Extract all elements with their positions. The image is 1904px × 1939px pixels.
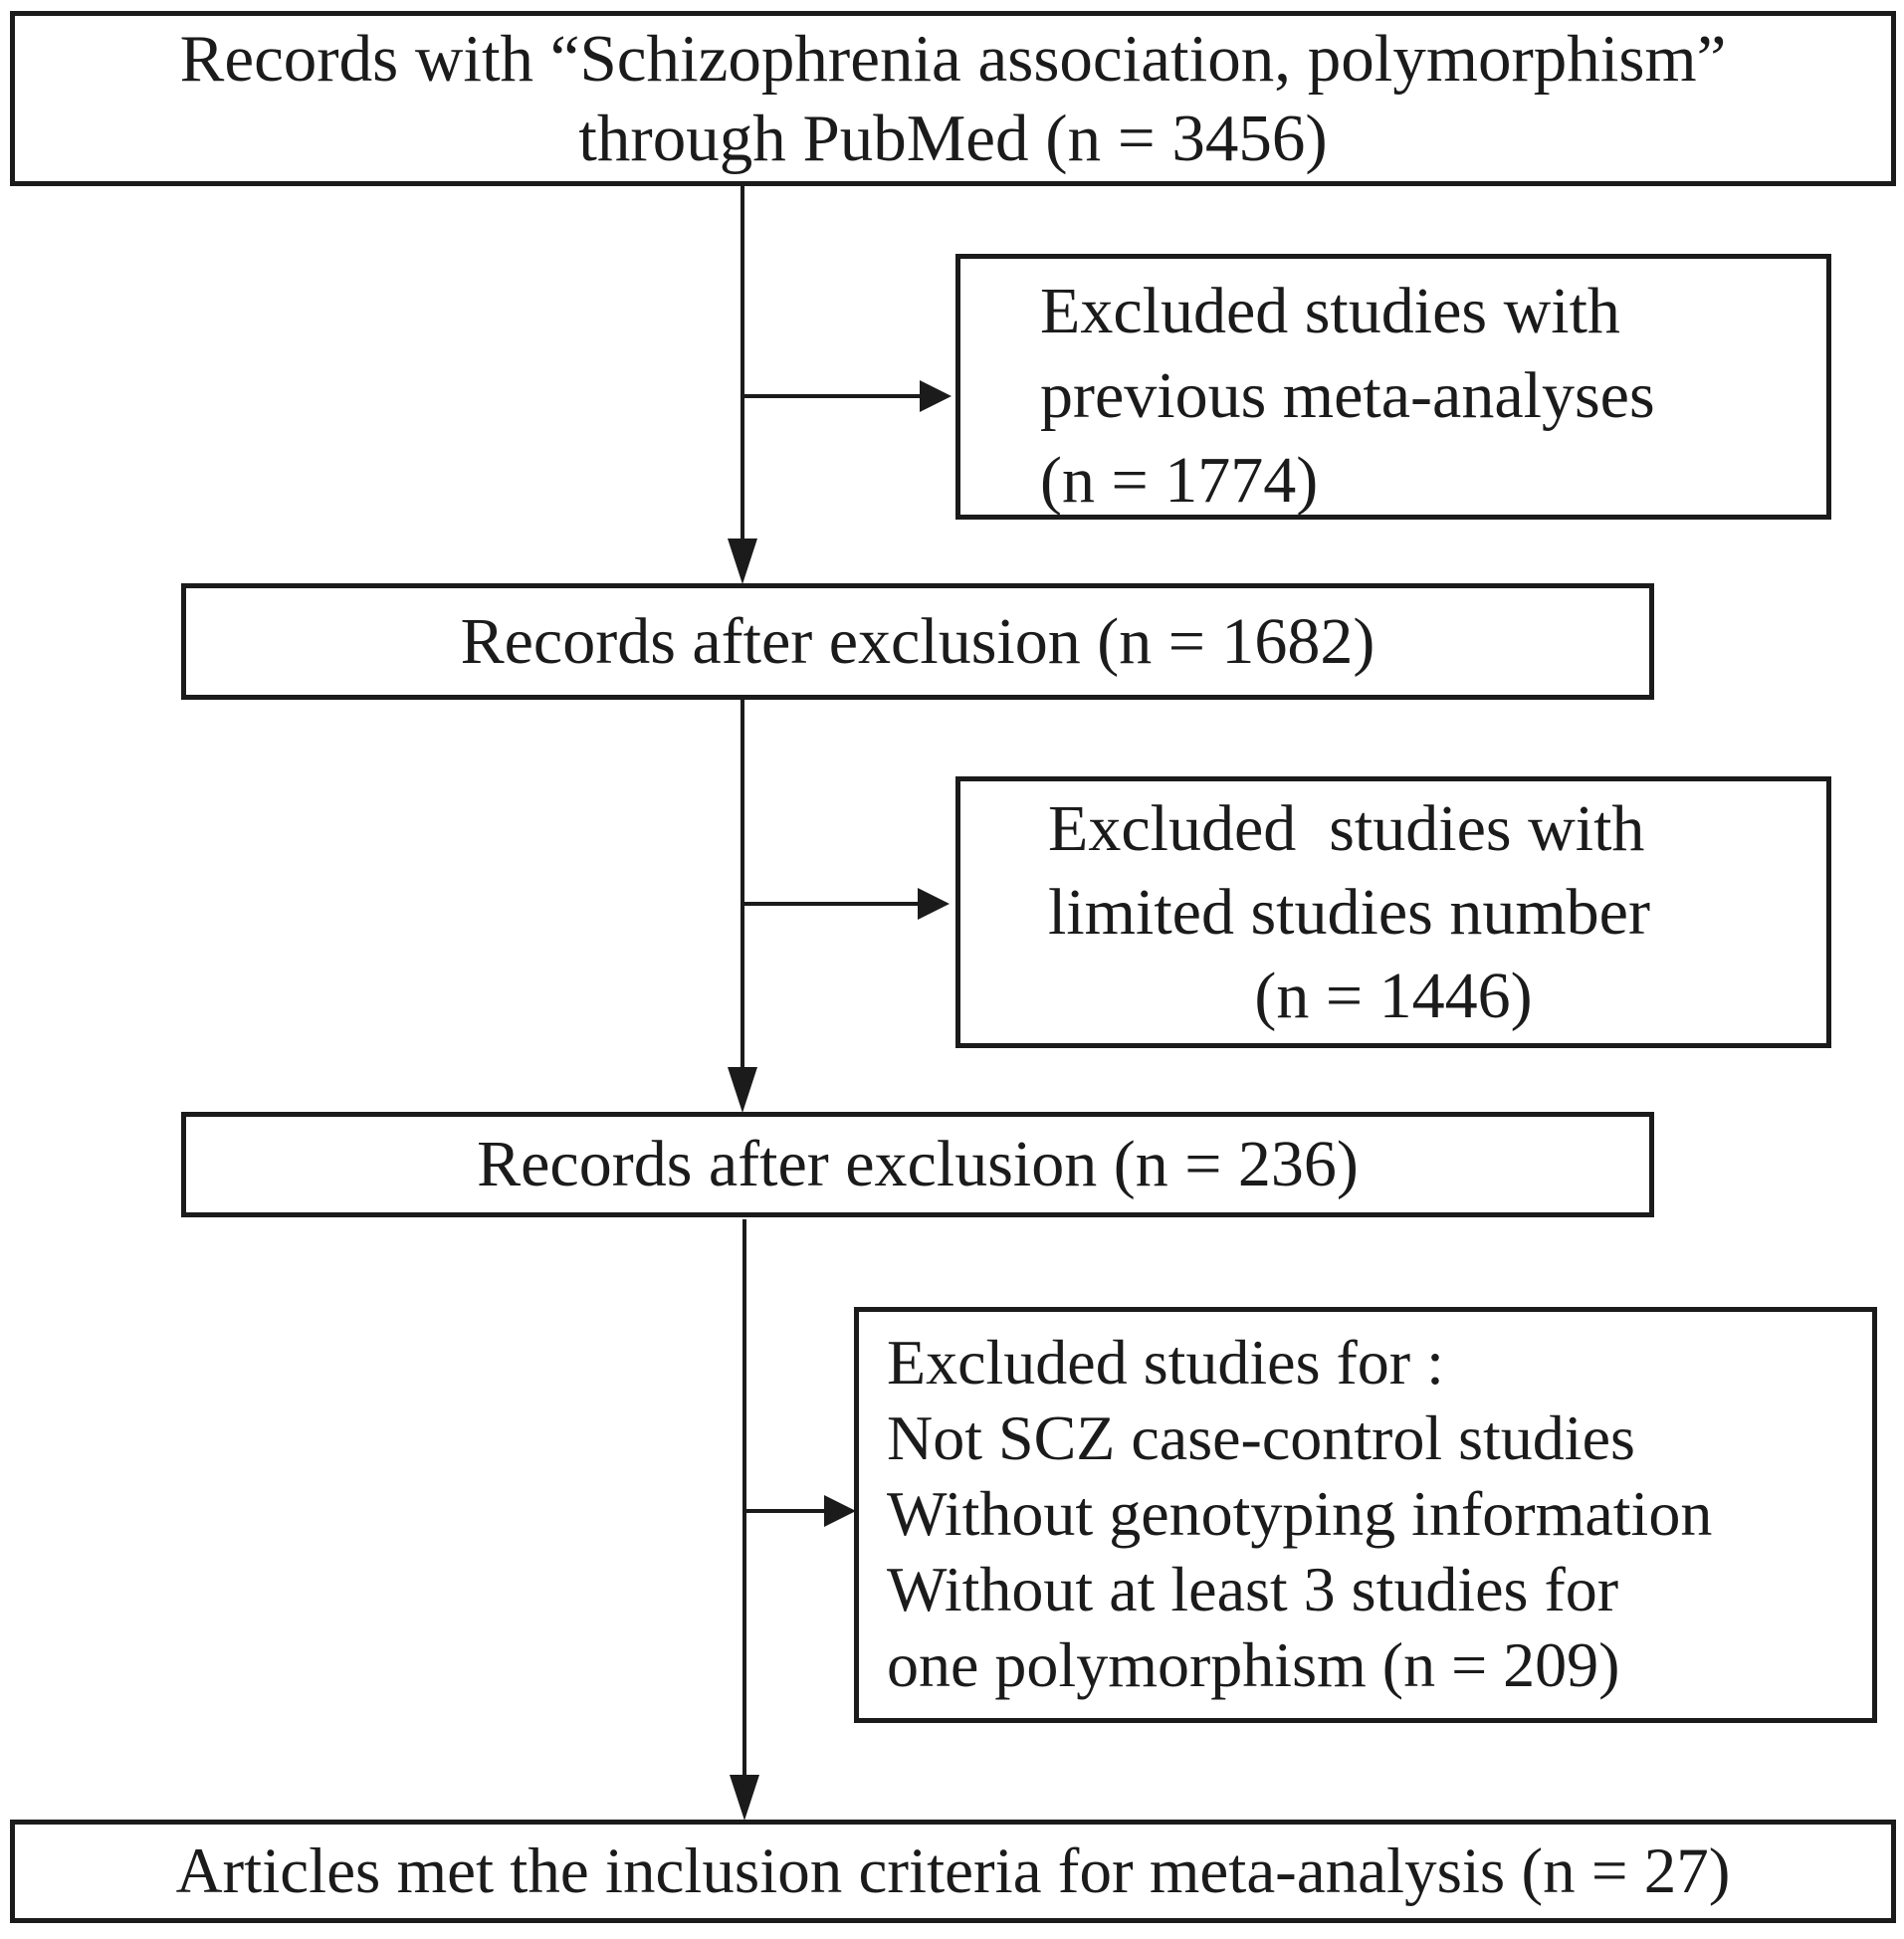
records-after-exclusion-2-text: Records after exclusion (n = 236) [477, 1128, 1359, 1200]
excluded-limited-studies-box: Excluded studies with limited studies nu… [955, 776, 1831, 1048]
pubmed-records-line-2: through PubMed (n = 3456) [578, 102, 1328, 175]
excluded-meta-analyses-line-3: (n = 1774) [1040, 444, 1319, 517]
pubmed-records-box: Records with “Schizophrenia association,… [10, 11, 1896, 186]
excluded-meta-analyses-line-1: Excluded studies with [1040, 275, 1620, 347]
arrow-down-icon-2 [728, 1067, 757, 1113]
excluded-limited-studies-line-1: Excluded studies with [1048, 792, 1645, 865]
included-articles-box: Articles met the inclusion criteria for … [10, 1820, 1896, 1923]
flow-line-1 [740, 186, 744, 539]
excluded-limited-studies-line-2: limited studies number [1048, 876, 1650, 949]
excluded-meta-analyses-line-2: previous meta-analyses [1040, 359, 1655, 432]
arrow-down-icon-3 [730, 1775, 759, 1821]
arrow-right-icon-2 [918, 888, 950, 920]
records-after-exclusion-2-box: Records after exclusion (n = 236) [181, 1112, 1654, 1217]
excluded-criteria-line-1: Excluded studies for : [887, 1327, 1444, 1398]
excluded-criteria-box: Excluded studies for : Not SCZ case-cont… [854, 1307, 1877, 1723]
excluded-limited-studies-line-3: (n = 1446) [1254, 960, 1533, 1032]
excluded-criteria-line-5: one polymorphism (n = 209) [887, 1629, 1620, 1700]
records-after-exclusion-1-box: Records after exclusion (n = 1682) [181, 583, 1654, 700]
arrow-right-icon-3 [824, 1495, 856, 1527]
excluded-criteria-line-2: Not SCZ case-control studies [887, 1402, 1635, 1473]
arrow-down-icon-1 [728, 539, 757, 584]
flow-line-3 [742, 1219, 746, 1775]
included-articles-text: Articles met the inclusion criteria for … [175, 1834, 1731, 1907]
excluded-criteria-line-3: Without genotyping information [887, 1478, 1713, 1549]
excluded-criteria-line-4: Without at least 3 studies for [887, 1554, 1619, 1624]
records-after-exclusion-1-text: Records after exclusion (n = 1682) [460, 604, 1375, 678]
pubmed-records-line-1: Records with “Schizophrenia association,… [179, 22, 1727, 96]
arrow-right-icon-1 [920, 380, 952, 412]
branch-line-3 [744, 1509, 826, 1513]
flow-line-2 [740, 700, 744, 1070]
excluded-meta-analyses-box: Excluded studies with previous meta-anal… [955, 254, 1831, 520]
branch-line-2 [742, 902, 920, 906]
branch-line-1 [742, 394, 922, 398]
